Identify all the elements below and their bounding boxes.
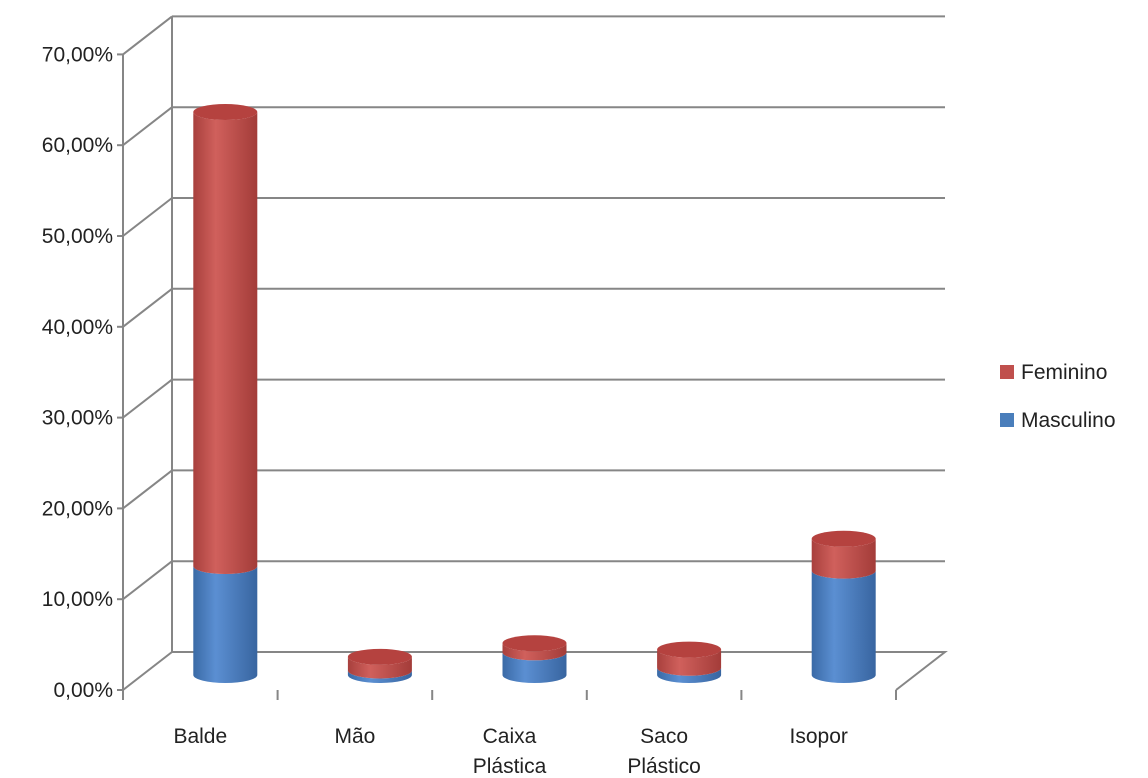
x-tick-label-line: Caixa: [483, 725, 537, 748]
x-tick-label: Balde: [173, 725, 227, 748]
bar-top-feminino: [657, 641, 722, 658]
y-tick-label: 10,00%: [42, 588, 113, 611]
x-tick-label-line: Mão: [334, 725, 375, 748]
gridline-side: [122, 560, 173, 600]
y-tick-label: 0,00%: [53, 679, 113, 702]
y-tick-label: 50,00%: [42, 225, 113, 248]
x-tick-label-line: Isopor: [790, 725, 848, 748]
gridline-side: [122, 197, 173, 237]
x-axis-labels: Balde Mão Caixa Plástica Saco Plástico Isopor: [173, 725, 847, 778]
bar-top-feminino: [502, 635, 567, 652]
bar-masculino: [811, 570, 876, 683]
gridline-side: [122, 288, 173, 328]
x-tick-label-line: Saco: [640, 725, 688, 748]
x-tick-label: Saco Plástico: [627, 725, 701, 778]
y-tick-label: 20,00%: [42, 497, 113, 520]
bar-masculino: [347, 670, 412, 683]
bar-feminino: [657, 649, 722, 676]
legend-label: Feminino: [1021, 361, 1107, 384]
y-tick-label: 30,00%: [42, 407, 113, 430]
legend-swatch: [1000, 413, 1014, 427]
y-tick-label: 60,00%: [42, 134, 113, 157]
bar-masculino: [657, 667, 722, 683]
bar-masculino: [502, 652, 567, 683]
bar-masculino: [193, 566, 258, 683]
cylinder-stack: [811, 530, 876, 683]
y-tick-label: 40,00%: [42, 316, 113, 339]
plot-area: [193, 104, 876, 683]
bar-feminino: [347, 656, 412, 679]
bar-top-feminino: [811, 530, 876, 547]
axes: 0,00% 10,00% 20,00% 30,00% 40,00% 50,00% 60,00…: [42, 15, 948, 702]
x-tick-label-line: Balde: [173, 725, 227, 748]
x-tick-label: Caixa Plástica: [473, 725, 547, 778]
bar-top-feminino: [193, 104, 258, 121]
cylinder-stack: [193, 104, 258, 683]
x-tick-label-line: Plástico: [627, 755, 701, 778]
gridline-side: [122, 106, 173, 146]
legend: Feminino Masculino: [1000, 361, 1116, 432]
y-tick-label: 70,00%: [42, 43, 113, 66]
gridline-side: [122, 469, 173, 510]
cylinder-stack: [657, 641, 722, 683]
legend-swatch: [1000, 365, 1014, 379]
bar-feminino: [502, 643, 567, 661]
bar-feminino: [811, 538, 876, 579]
bar-top-feminino: [347, 648, 412, 665]
bar-feminino: [193, 112, 258, 575]
x-tick-label: Isopor: [790, 725, 848, 748]
cylinder-stack: [502, 635, 567, 683]
x-tick-label-line: Plástica: [473, 755, 547, 778]
gridline-side: [122, 378, 173, 419]
cylinder-stack: [347, 648, 412, 683]
legend-label: Masculino: [1021, 409, 1116, 432]
gridline-side: [122, 15, 173, 56]
x-tick-label: Mão: [334, 725, 375, 748]
